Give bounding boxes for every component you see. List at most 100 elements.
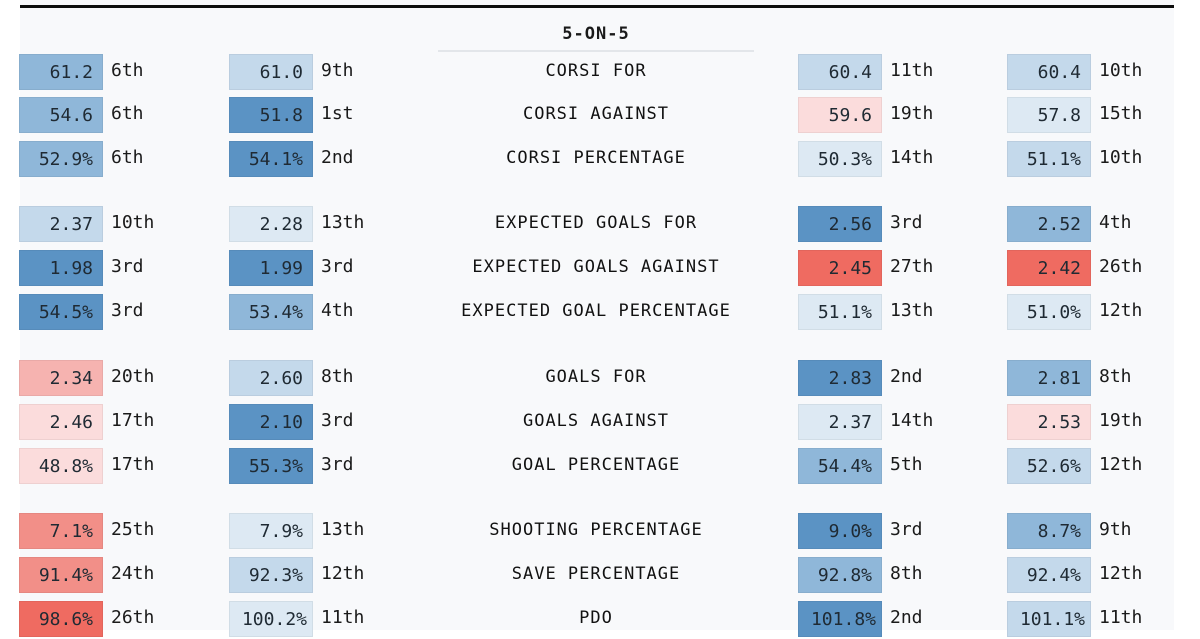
stat-rank: 5th	[890, 454, 923, 475]
stat-rank: 3rd	[111, 256, 144, 277]
stat-rank: 6th	[111, 60, 144, 81]
stat-rank: 4th	[321, 300, 354, 321]
stat-value: 2.37	[798, 404, 882, 440]
stat-row: 2.34 20th 2.60 8th 2.83 2nd 2.81 8th GOALS FOR	[0, 360, 1200, 398]
stat-row: 2.37 10th 2.28 13th 2.56 3rd 2.52 4th EXPECTED G…	[0, 206, 1200, 244]
stat-rank: 13th	[321, 212, 365, 233]
stat-rank: 13th	[890, 300, 934, 321]
stat-rank: 9th	[321, 60, 354, 81]
stat-rank: 3rd	[111, 300, 144, 321]
stat-rank: 6th	[111, 147, 144, 168]
stat-rank: 3rd	[321, 454, 354, 475]
stat-value: 54.6	[19, 97, 103, 133]
stat-rank: 11th	[1099, 607, 1143, 628]
stat-rank: 2nd	[890, 607, 923, 628]
stat-value: 54.4%	[798, 448, 882, 484]
stat-value: 2.34	[19, 360, 103, 396]
stat-rank: 2nd	[321, 147, 354, 168]
stat-value: 50.3%	[798, 141, 882, 177]
stat-rank: 20th	[111, 366, 155, 387]
stat-label: EXPECTED GOAL PERCENTAGE	[461, 301, 731, 321]
stat-row: 54.6 6th 51.8 1st 59.6 19th 57.8 15th CORSI AGAI…	[0, 97, 1200, 135]
stat-rank: 4th	[1099, 212, 1132, 233]
stat-row: 2.46 17th 2.10 3rd 2.37 14th 2.53 19th GOALS AGA…	[0, 404, 1200, 442]
stat-value: 2.10	[229, 404, 313, 440]
stat-row: 91.4% 24th 92.3% 12th 92.8% 8th 92.4% 12th SAVE …	[0, 557, 1200, 595]
stat-rank: 12th	[1099, 454, 1143, 475]
stat-value: 1.98	[19, 250, 103, 286]
stat-rank: 13th	[321, 519, 365, 540]
stat-value: 51.0%	[1007, 294, 1091, 330]
stat-value: 60.4	[1007, 54, 1091, 90]
stat-rank: 10th	[1099, 147, 1143, 168]
stat-value: 92.3%	[229, 557, 313, 593]
stat-value: 51.8	[229, 97, 313, 133]
stat-rank: 1st	[321, 103, 354, 124]
stat-label: CORSI AGAINST	[522, 104, 670, 124]
stat-rank: 14th	[890, 147, 934, 168]
stat-value: 51.1%	[798, 294, 882, 330]
stat-value: 2.60	[229, 360, 313, 396]
stat-rank: 26th	[111, 607, 155, 628]
stat-rank: 3rd	[321, 256, 354, 277]
stat-value: 2.46	[19, 404, 103, 440]
stat-row: 52.9% 6th 54.1% 2nd 50.3% 14th 51.1% 10th CORSI …	[0, 141, 1200, 179]
stat-value: 92.4%	[1007, 557, 1091, 593]
stat-value: 2.53	[1007, 404, 1091, 440]
stat-value: 2.56	[798, 206, 882, 242]
stat-rank: 11th	[890, 60, 934, 81]
stat-label: PDO	[579, 608, 613, 628]
stat-row: 1.98 3rd 1.99 3rd 2.45 27th 2.42 26th EXPECTED G…	[0, 250, 1200, 288]
stat-label: CORSI PERCENTAGE	[506, 148, 686, 168]
stat-label: GOAL PERCENTAGE	[511, 455, 681, 475]
stat-label: SAVE PERCENTAGE	[511, 564, 681, 584]
stat-value: 7.1%	[19, 513, 103, 549]
stat-rank: 6th	[111, 103, 144, 124]
stat-value: 8.7%	[1007, 513, 1091, 549]
stat-value: 2.81	[1007, 360, 1091, 396]
stat-value: 61.0	[229, 54, 313, 90]
stat-value: 59.6	[798, 97, 882, 133]
stat-rank: 17th	[111, 454, 155, 475]
stat-value: 48.8%	[19, 448, 103, 484]
stat-rank: 24th	[111, 563, 155, 584]
stat-value: 52.6%	[1007, 448, 1091, 484]
stat-label: SHOOTING PERCENTAGE	[489, 520, 703, 540]
stat-rank: 25th	[111, 519, 155, 540]
stat-rank: 11th	[321, 607, 365, 628]
stat-value: 2.52	[1007, 206, 1091, 242]
stat-value: 91.4%	[19, 557, 103, 593]
stat-value: 7.9%	[229, 513, 313, 549]
stat-rank: 12th	[1099, 300, 1143, 321]
stat-rank: 15th	[1099, 103, 1143, 124]
stat-value: 101.8%	[798, 601, 882, 637]
stat-row: 48.8% 17th 55.3% 3rd 54.4% 5th 52.6% 12th GOAL P…	[0, 448, 1200, 486]
stat-value: 57.8	[1007, 97, 1091, 133]
stat-label: CORSI FOR	[545, 61, 647, 81]
stat-value: 60.4	[798, 54, 882, 90]
stat-value: 98.6%	[19, 601, 103, 637]
stat-row: 7.1% 25th 7.9% 13th 9.0% 3rd 8.7% 9th SHOOTING P…	[0, 513, 1200, 551]
stat-rank: 8th	[890, 563, 923, 584]
stat-value: 2.42	[1007, 250, 1091, 286]
stat-row: 61.2 6th 61.0 9th 60.4 11th 60.4 10th CORSI FOR	[0, 54, 1200, 92]
stat-label: GOALS FOR	[545, 367, 647, 387]
stat-value: 54.5%	[19, 294, 103, 330]
stat-value: 101.1%	[1007, 601, 1091, 637]
stat-rank: 8th	[1099, 366, 1132, 387]
stat-value: 1.99	[229, 250, 313, 286]
stat-value: 2.37	[19, 206, 103, 242]
stat-rank: 19th	[1099, 410, 1143, 431]
stat-label: GOALS AGAINST	[522, 411, 670, 431]
stat-rank: 3rd	[890, 519, 923, 540]
stat-rank: 8th	[321, 366, 354, 387]
stat-value: 2.83	[798, 360, 882, 396]
stat-value: 53.4%	[229, 294, 313, 330]
stat-rank: 10th	[111, 212, 155, 233]
stat-rank: 9th	[1099, 519, 1132, 540]
stat-rank: 14th	[890, 410, 934, 431]
stat-rank: 10th	[1099, 60, 1143, 81]
stats-card	[20, 0, 1174, 630]
stat-rank: 17th	[111, 410, 155, 431]
stat-value: 54.1%	[229, 141, 313, 177]
